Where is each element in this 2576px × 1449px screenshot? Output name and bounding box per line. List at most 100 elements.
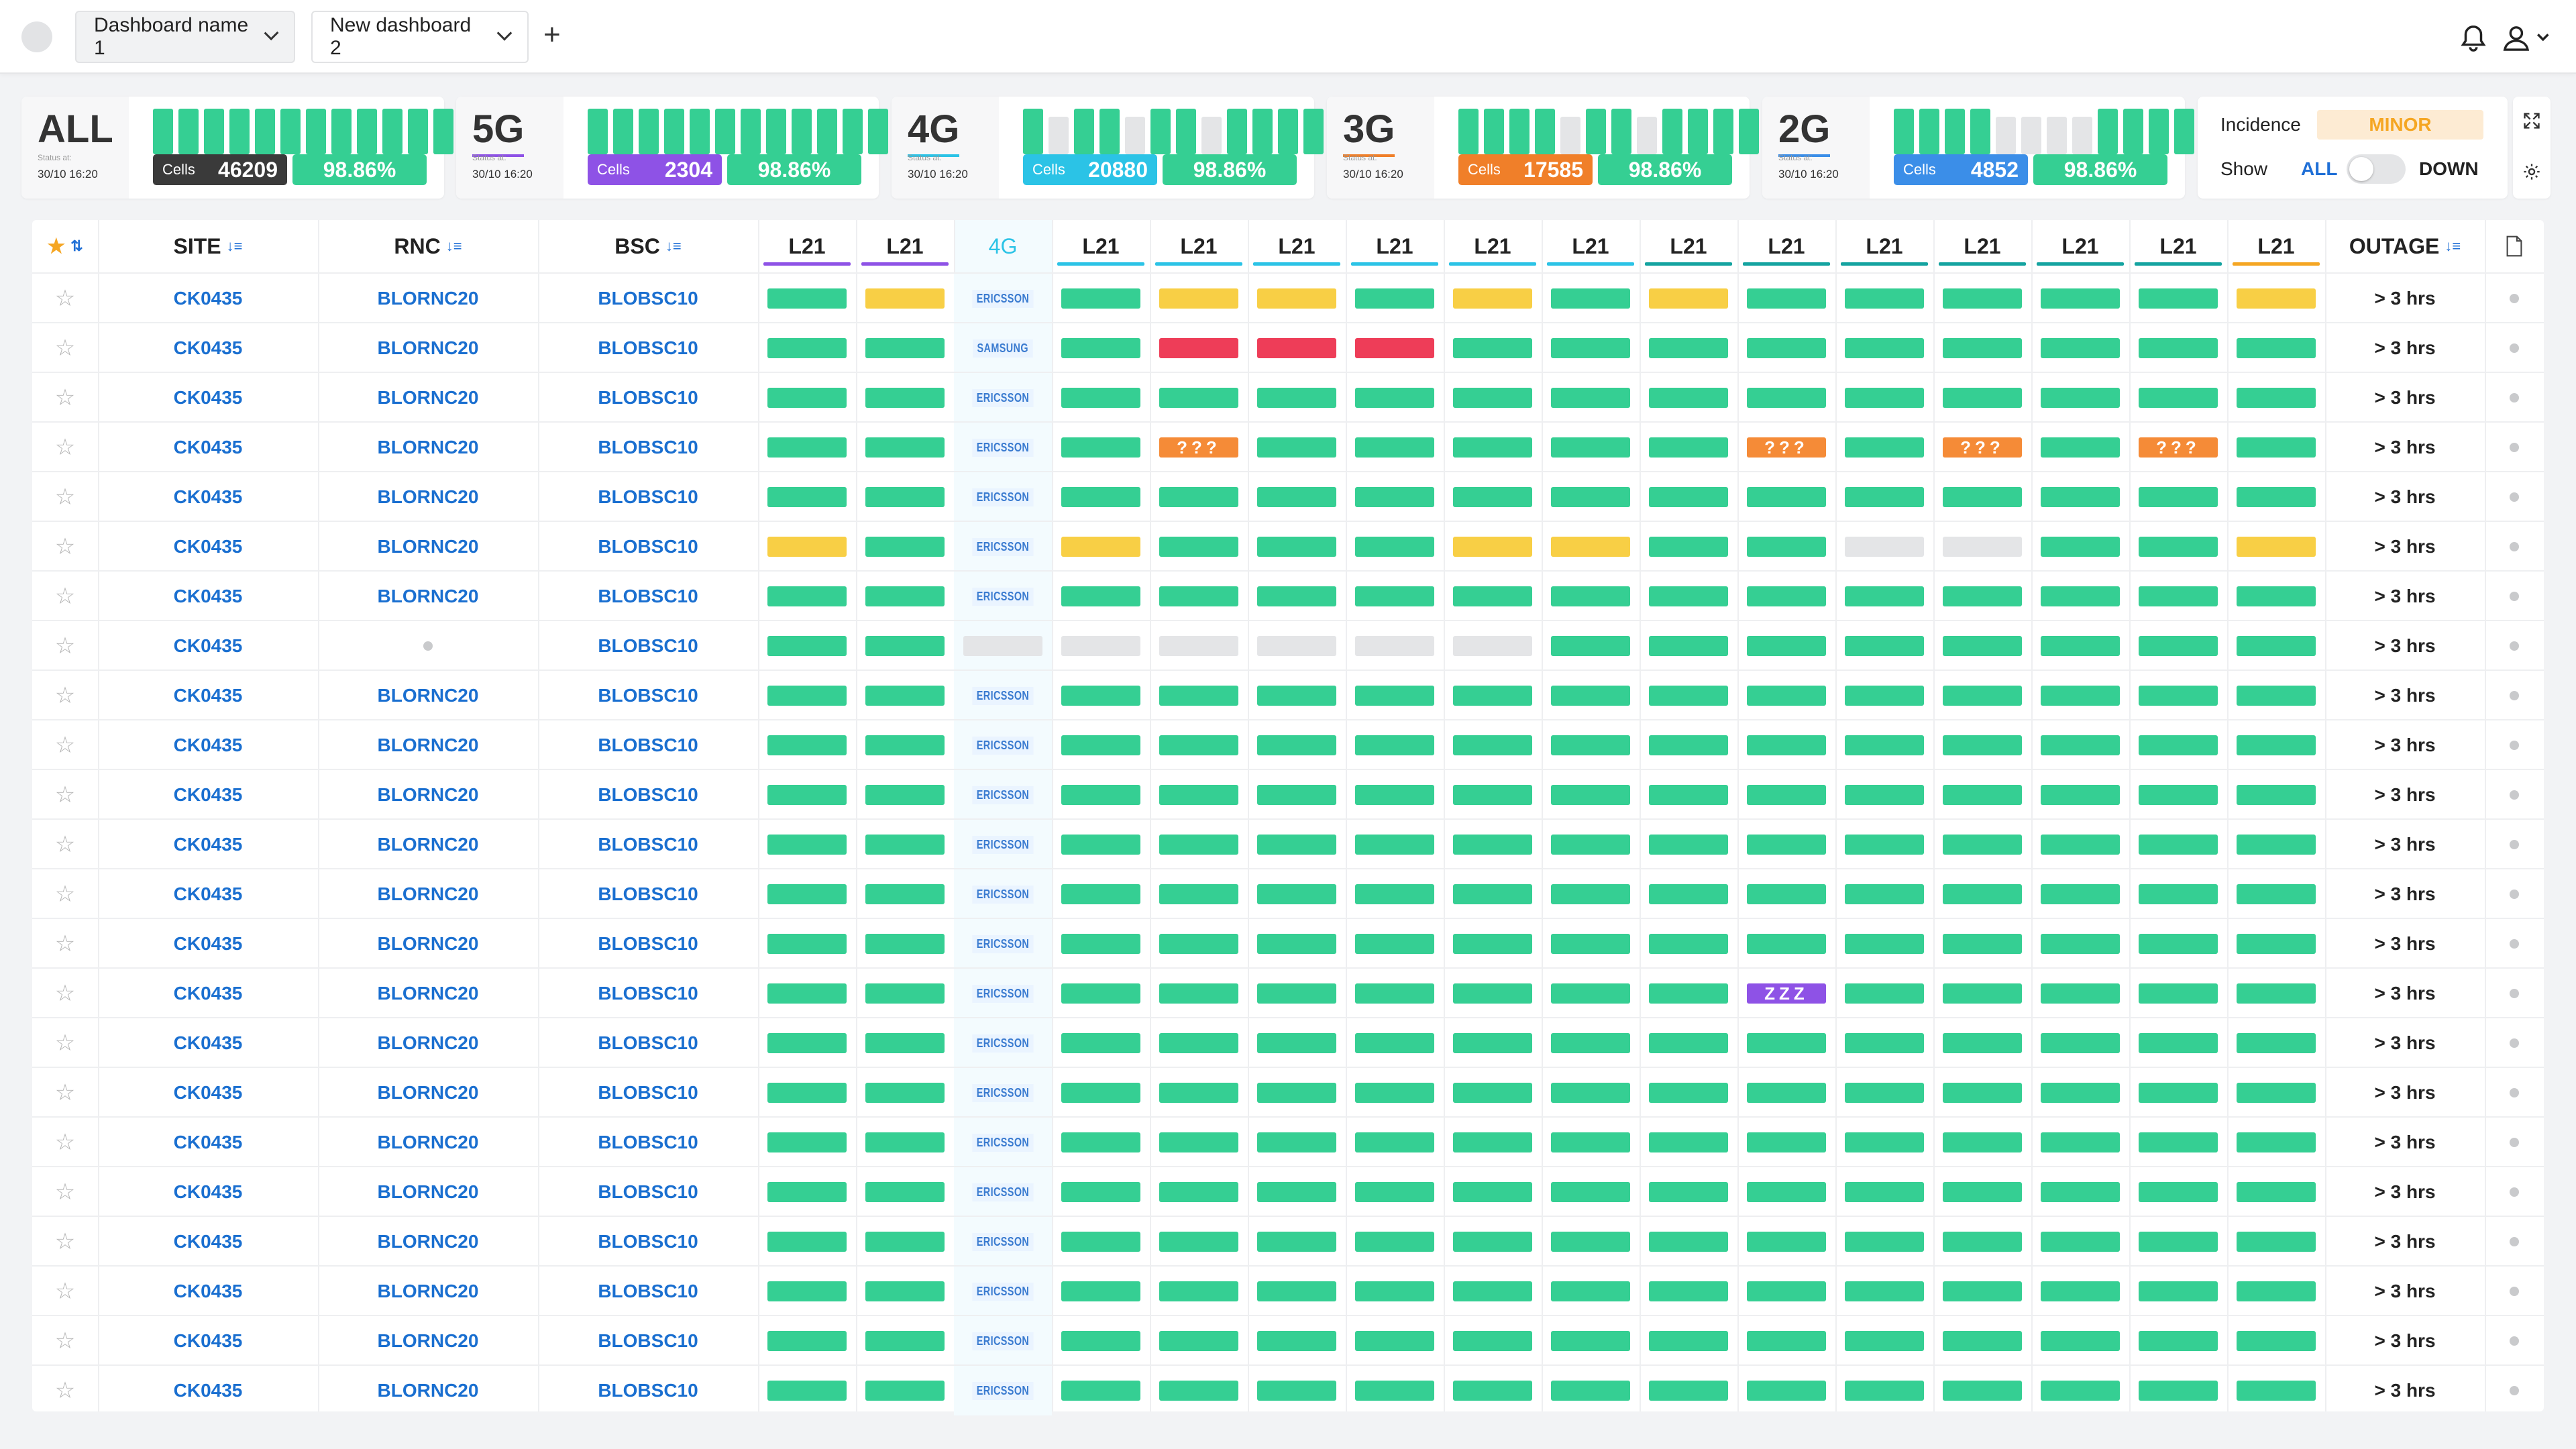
row-status-dot[interactable] bbox=[2510, 939, 2519, 949]
rnc-cell[interactable]: BLORNC20 bbox=[318, 472, 538, 522]
star-outline-icon[interactable]: ☆ bbox=[54, 484, 76, 510]
star-outline-icon[interactable]: ☆ bbox=[54, 733, 76, 758]
row-action-cell[interactable] bbox=[2485, 621, 2544, 671]
status-cell[interactable] bbox=[1052, 1316, 1150, 1366]
status-cell[interactable] bbox=[2129, 770, 2227, 820]
status-cell[interactable] bbox=[1737, 770, 1835, 820]
status-cell[interactable] bbox=[1248, 1018, 1346, 1068]
status-cell[interactable] bbox=[1248, 1267, 1346, 1316]
rnc-cell[interactable]: BLORNC20 bbox=[318, 720, 538, 770]
table-row[interactable]: ☆ CK0435 BLORNC20 BLOBSC10 ERICSSON > 3 hrs bbox=[32, 868, 2544, 919]
row-action-cell[interactable] bbox=[2485, 969, 2544, 1018]
status-cell[interactable] bbox=[2031, 969, 2129, 1018]
status-cell[interactable] bbox=[758, 671, 856, 720]
row-status-dot[interactable] bbox=[2510, 393, 2519, 402]
status-cell[interactable] bbox=[1444, 1018, 1542, 1068]
status-cell[interactable] bbox=[758, 919, 856, 969]
status-cell[interactable] bbox=[758, 323, 856, 373]
status-cell[interactable] bbox=[1052, 1167, 1150, 1217]
status-cell[interactable] bbox=[1444, 373, 1542, 423]
site-link[interactable]: CK0435 bbox=[173, 1281, 243, 1301]
status-cell[interactable]: ??? bbox=[1150, 423, 1248, 472]
status-cell[interactable] bbox=[1737, 1267, 1835, 1316]
site-cell[interactable]: CK0435 bbox=[98, 770, 318, 820]
star-outline-icon[interactable]: ☆ bbox=[54, 1030, 76, 1056]
tab-dashboard-2[interactable]: New dashboard 2 bbox=[311, 11, 529, 63]
status-cell[interactable] bbox=[1248, 720, 1346, 770]
site-cell[interactable]: CK0435 bbox=[98, 274, 318, 323]
favorite-cell[interactable]: ☆ bbox=[32, 373, 98, 423]
status-cell[interactable] bbox=[1542, 1018, 1640, 1068]
status-cell[interactable] bbox=[2227, 869, 2325, 919]
l21-column-header[interactable]: L21 bbox=[2129, 220, 2227, 272]
favorite-cell[interactable]: ☆ bbox=[32, 869, 98, 919]
star-outline-icon[interactable]: ☆ bbox=[54, 1080, 76, 1106]
status-cell[interactable] bbox=[2227, 1316, 2325, 1366]
status-cell[interactable] bbox=[1835, 770, 1933, 820]
status-cell[interactable] bbox=[2031, 373, 2129, 423]
bsc-link[interactable]: BLOBSC10 bbox=[598, 883, 698, 904]
favorite-cell[interactable]: ☆ bbox=[32, 820, 98, 869]
status-cell[interactable] bbox=[856, 621, 954, 671]
table-row[interactable]: ☆ CK0435 BLORNC20 BLOBSC10 ERICSSON > 3 hrs bbox=[32, 918, 2544, 969]
bsc-link[interactable]: BLOBSC10 bbox=[598, 983, 698, 1004]
status-cell[interactable] bbox=[1835, 969, 1933, 1018]
star-outline-icon[interactable]: ☆ bbox=[54, 1328, 76, 1354]
status-cell[interactable] bbox=[1640, 820, 1737, 869]
status-cell[interactable] bbox=[1346, 522, 1444, 572]
status-cell[interactable] bbox=[1052, 1217, 1150, 1267]
status-cell[interactable] bbox=[758, 820, 856, 869]
site-link[interactable]: CK0435 bbox=[173, 288, 243, 309]
site-cell[interactable]: CK0435 bbox=[98, 1366, 318, 1415]
status-cell[interactable] bbox=[1737, 323, 1835, 373]
rnc-cell[interactable]: BLORNC20 bbox=[318, 671, 538, 720]
status-cell[interactable] bbox=[1150, 969, 1248, 1018]
rnc-cell[interactable]: BLORNC20 bbox=[318, 1267, 538, 1316]
status-cell[interactable] bbox=[2031, 323, 2129, 373]
status-cell[interactable] bbox=[1248, 1366, 1346, 1415]
status-cell[interactable] bbox=[1933, 820, 2031, 869]
status-cell[interactable] bbox=[856, 1068, 954, 1118]
bsc-link[interactable]: BLOBSC10 bbox=[598, 1082, 698, 1103]
status-cell[interactable] bbox=[1835, 1118, 1933, 1167]
status-cell[interactable] bbox=[1346, 720, 1444, 770]
status-cell[interactable] bbox=[758, 274, 856, 323]
status-cell[interactable] bbox=[1737, 1018, 1835, 1068]
table-row[interactable]: ☆ CK0435 BLORNC20 BLOBSC10 ERICSSON > 3 hrs bbox=[32, 471, 2544, 522]
status-cell[interactable] bbox=[2031, 869, 2129, 919]
status-cell[interactable] bbox=[1933, 274, 2031, 323]
row-action-cell[interactable] bbox=[2485, 869, 2544, 919]
status-cell[interactable] bbox=[856, 274, 954, 323]
site-link[interactable]: CK0435 bbox=[173, 437, 243, 458]
favorite-cell[interactable]: ☆ bbox=[32, 1267, 98, 1316]
status-cell[interactable] bbox=[2129, 869, 2227, 919]
bsc-cell[interactable]: BLOBSC10 bbox=[538, 373, 758, 423]
status-cell[interactable] bbox=[856, 472, 954, 522]
status-cell[interactable] bbox=[1737, 274, 1835, 323]
status-cell[interactable] bbox=[1052, 1366, 1150, 1415]
bell-icon[interactable] bbox=[2458, 23, 2489, 54]
status-cell[interactable] bbox=[1835, 472, 1933, 522]
status-cell[interactable] bbox=[1542, 572, 1640, 621]
rnc-link[interactable]: BLORNC20 bbox=[377, 1181, 479, 1202]
sort-icon[interactable]: ↓≡ bbox=[665, 237, 682, 254]
rnc-cell[interactable]: BLORNC20 bbox=[318, 1366, 538, 1415]
site-cell[interactable]: CK0435 bbox=[98, 1316, 318, 1366]
star-outline-icon[interactable]: ☆ bbox=[54, 931, 76, 957]
row-status-dot[interactable] bbox=[2510, 294, 2519, 303]
bsc-cell[interactable]: BLOBSC10 bbox=[538, 423, 758, 472]
site-cell[interactable]: CK0435 bbox=[98, 820, 318, 869]
row-status-dot[interactable] bbox=[2510, 1038, 2519, 1048]
row-action-cell[interactable] bbox=[2485, 572, 2544, 621]
status-cell[interactable] bbox=[1640, 373, 1737, 423]
site-cell[interactable]: CK0435 bbox=[98, 572, 318, 621]
bsc-cell[interactable]: BLOBSC10 bbox=[538, 720, 758, 770]
status-cell[interactable] bbox=[1248, 522, 1346, 572]
row-action-cell[interactable] bbox=[2485, 1018, 2544, 1068]
row-action-cell[interactable] bbox=[2485, 373, 2544, 423]
status-cell[interactable] bbox=[1835, 720, 1933, 770]
add-dashboard-icon[interactable]: + bbox=[543, 18, 561, 51]
status-cell[interactable] bbox=[1150, 720, 1248, 770]
star-outline-icon[interactable]: ☆ bbox=[54, 385, 76, 411]
status-cell[interactable] bbox=[2031, 770, 2129, 820]
